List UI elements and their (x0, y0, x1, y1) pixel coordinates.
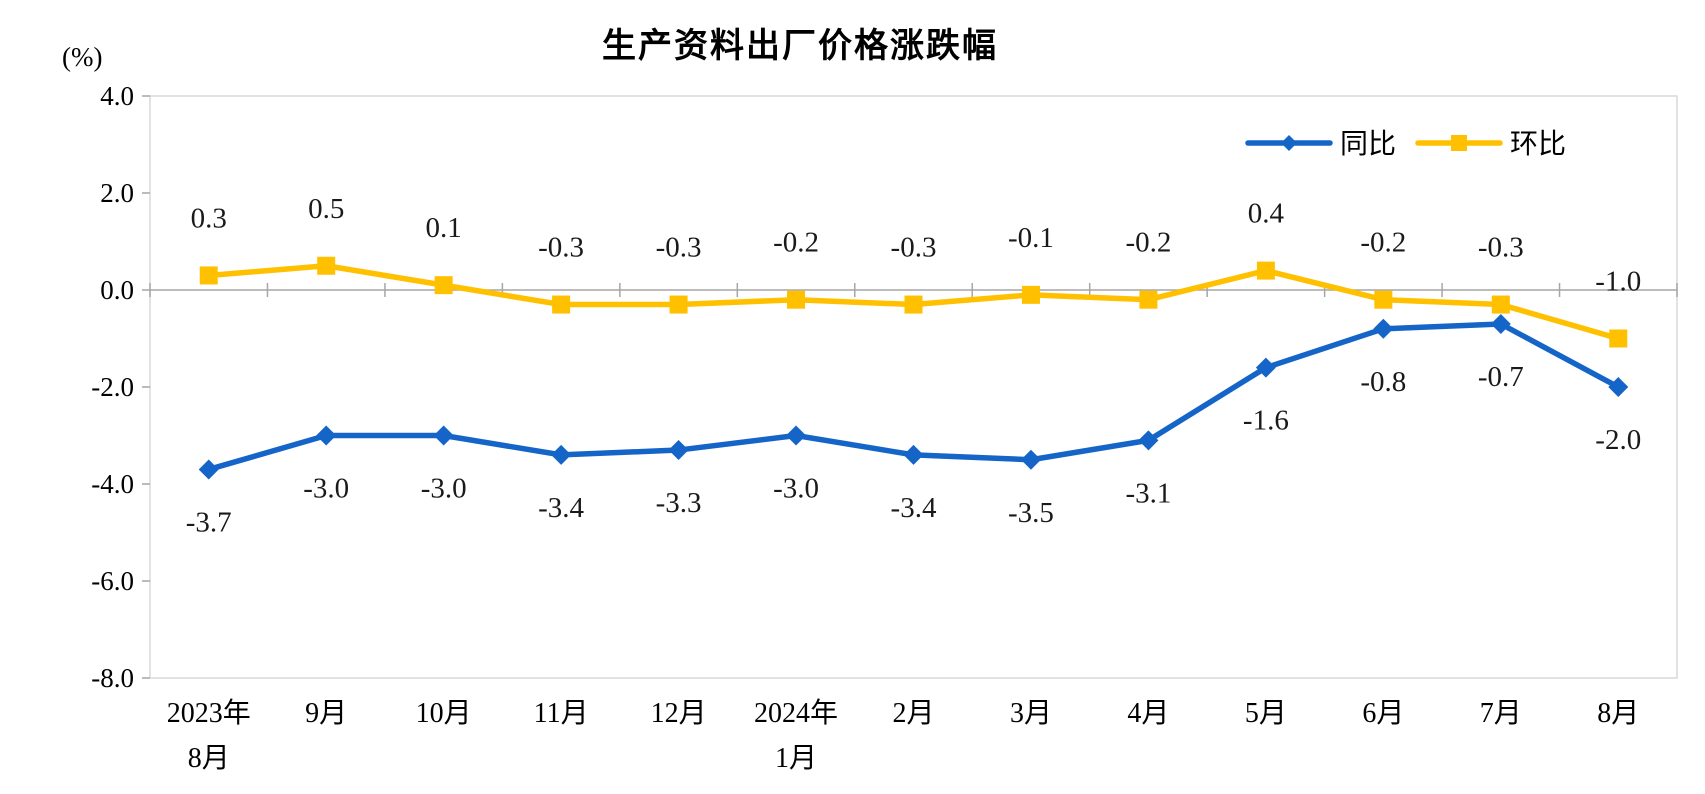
data-point-marker-square (1021, 285, 1040, 304)
data-label: -3.3 (656, 487, 702, 519)
data-label: -3.4 (538, 492, 584, 524)
legend-square-marker-icon (1451, 135, 1467, 151)
x-axis-category-label: 3月 (1010, 698, 1052, 729)
data-point-marker-square (317, 256, 336, 275)
data-point-marker-diamond (1020, 449, 1041, 470)
data-point-marker-diamond (1608, 377, 1629, 397)
data-label: -2.0 (1595, 424, 1641, 456)
data-point-marker-diamond (551, 444, 572, 465)
y-axis-tick-label: -8.0 (91, 663, 134, 693)
data-label: -0.2 (1360, 227, 1406, 259)
x-axis-category-label: 2023年 8月 (167, 697, 251, 774)
x-axis-category-label: 5月 (1245, 698, 1287, 729)
data-point-marker-diamond (786, 425, 807, 446)
data-label: -3.4 (891, 492, 937, 524)
data-point-marker-square (787, 290, 806, 309)
y-axis-tick-label: 0.0 (100, 275, 134, 305)
data-point-marker-square (1491, 295, 1510, 314)
data-point-marker-square (904, 295, 923, 314)
x-axis-category-label: 2024年 1月 (754, 697, 838, 774)
data-point-marker-diamond (1373, 318, 1394, 339)
x-axis-category-label: 6月 (1362, 698, 1404, 729)
data-label: -0.3 (1478, 232, 1524, 264)
x-axis-category-label: 4月 (1127, 698, 1169, 729)
y-axis-tick-label: 2.0 (100, 178, 134, 208)
data-label: -3.0 (773, 473, 819, 505)
data-point-marker-square (1256, 261, 1275, 280)
x-axis-category-label: 7月 (1480, 698, 1522, 729)
data-label: -0.3 (538, 232, 584, 264)
y-axis-tick-label: 4.0 (100, 81, 134, 111)
data-label: -1.6 (1243, 405, 1289, 437)
data-label: -3.5 (1008, 497, 1054, 529)
data-label: -0.8 (1360, 366, 1406, 398)
data-label: -1.0 (1595, 266, 1641, 298)
data-label: 0.4 (1248, 198, 1285, 230)
data-point-marker-square (199, 266, 218, 285)
data-label: -3.0 (421, 473, 467, 505)
x-axis-category-label: 11月 (534, 698, 589, 729)
data-label: -0.2 (1125, 227, 1171, 259)
legend-item-label: 环比 (1510, 128, 1566, 160)
data-label: -3.0 (303, 473, 349, 505)
y-axis-unit-label: (%) (62, 42, 103, 72)
y-axis-tick-label: -6.0 (91, 566, 134, 596)
x-axis-category-label: 2月 (892, 698, 934, 729)
x-axis-category-label: 9月 (305, 698, 347, 729)
data-label: 0.1 (426, 212, 462, 244)
data-point-marker-diamond (433, 425, 454, 446)
y-axis-tick-label: -4.0 (91, 469, 134, 499)
data-label: -0.7 (1478, 361, 1524, 393)
data-point-marker-square (552, 295, 571, 314)
x-axis-category-label: 10月 (416, 698, 472, 729)
data-point-marker-diamond (316, 425, 337, 446)
data-point-marker-square (434, 276, 453, 295)
data-label: -0.3 (656, 232, 702, 264)
data-point-marker-diamond (668, 440, 689, 461)
data-label: 0.5 (308, 193, 344, 225)
data-label: -3.1 (1125, 477, 1171, 509)
data-point-marker-diamond (1138, 430, 1159, 451)
data-point-marker-diamond (198, 459, 219, 480)
x-axis-category-label: 8月 (1597, 698, 1639, 729)
data-label: 0.3 (191, 202, 227, 234)
chart-title: 生产资料出厂价格涨跌幅 (602, 27, 998, 65)
data-point-marker-diamond (1490, 313, 1511, 334)
data-point-marker-square (1374, 290, 1393, 309)
legend-diamond-marker-icon (1281, 135, 1297, 151)
data-label: -0.3 (891, 232, 937, 264)
data-label: -0.1 (1008, 222, 1054, 254)
data-point-marker-diamond (1255, 357, 1276, 378)
legend-item-label: 同比 (1340, 128, 1396, 160)
data-point-marker-square (669, 295, 688, 314)
y-axis-tick-label: -2.0 (91, 372, 134, 402)
data-point-marker-square (1139, 290, 1158, 309)
data-point-marker-square (1609, 329, 1628, 348)
data-label: -0.2 (773, 227, 819, 259)
plot-area-border (149, 95, 1678, 679)
data-label: -3.7 (186, 506, 232, 538)
x-axis-category-label: 12月 (651, 698, 707, 729)
data-point-marker-diamond (903, 444, 924, 465)
